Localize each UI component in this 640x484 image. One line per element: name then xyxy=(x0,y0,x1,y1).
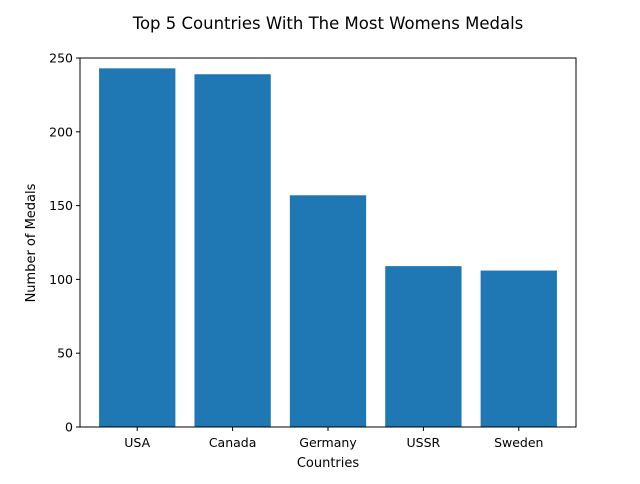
y-tick-label: 250 xyxy=(49,51,73,66)
chart-title: Top 5 Countries With The Most Womens Med… xyxy=(132,14,524,33)
x-tick-label: Sweden xyxy=(494,435,543,450)
bars-layer xyxy=(99,68,557,428)
bar-canada xyxy=(194,74,271,428)
y-axis-label: Number of Medals xyxy=(24,183,39,302)
y-tick-label: 200 xyxy=(49,124,73,139)
y-tick-label: 100 xyxy=(49,272,73,287)
x-tick-label: USSR xyxy=(407,435,441,450)
y-tick-label: 150 xyxy=(49,198,73,213)
y-tick-label: 50 xyxy=(57,346,73,361)
bar-usa xyxy=(99,68,176,427)
x-axis-label: Countries xyxy=(297,456,360,471)
bar-ussr xyxy=(385,266,462,427)
x-tick-label: Canada xyxy=(209,435,257,450)
bar-germany xyxy=(289,195,367,427)
y-tick-label: 0 xyxy=(65,420,73,435)
x-tick-label: USA xyxy=(124,435,150,450)
bar-sweden xyxy=(480,270,557,427)
x-tick-label: Germany xyxy=(299,435,357,450)
axes-layer: 0 50 100 150 200 250 USA Canada Germany USSR Swede… xyxy=(49,51,577,450)
